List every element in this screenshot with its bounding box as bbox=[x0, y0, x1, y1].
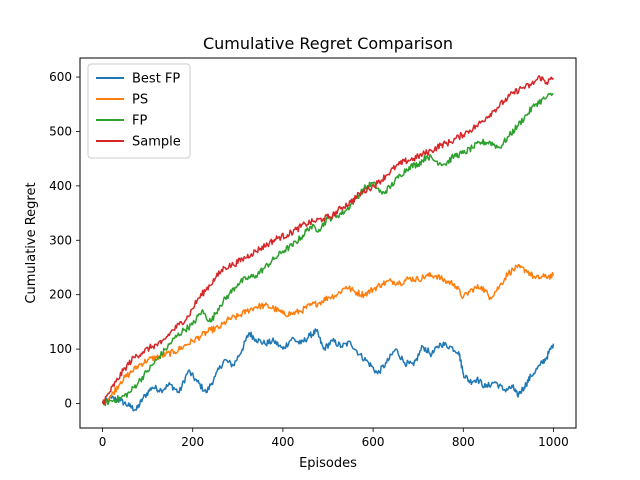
series-line-0 bbox=[101, 328, 555, 412]
x-tick-label-3: 600 bbox=[362, 435, 385, 449]
x-tick-label-5: 1000 bbox=[538, 435, 569, 449]
x-tick-label-4: 800 bbox=[452, 435, 475, 449]
y-axis-label: Cumulative Regret bbox=[24, 182, 39, 303]
plot-lines bbox=[101, 74, 555, 412]
x-tick-label-0: 0 bbox=[99, 435, 107, 449]
series-line-1 bbox=[101, 263, 555, 406]
y-tick-label-6: 600 bbox=[49, 70, 72, 84]
y-tick-label-1: 100 bbox=[49, 342, 72, 356]
legend-label-1: PS bbox=[132, 93, 148, 108]
series-line-3 bbox=[101, 74, 555, 406]
y-tick-label-5: 500 bbox=[49, 124, 72, 138]
legend-box bbox=[87, 63, 191, 159]
y-axis: 0 100 200 300 400 500 600 bbox=[49, 70, 80, 411]
series-line-2 bbox=[101, 92, 554, 407]
x-axis-label: Episodes bbox=[299, 456, 357, 471]
y-tick-label-0: 0 bbox=[64, 397, 72, 411]
x-tick-label-1: 200 bbox=[181, 435, 204, 449]
legend-label-2: FP bbox=[132, 114, 147, 129]
y-tick-label-2: 200 bbox=[49, 288, 72, 302]
legend-label-3: Sample bbox=[132, 135, 181, 150]
y-tick-label-3: 300 bbox=[49, 233, 72, 247]
legend-label-0: Best FP bbox=[132, 72, 180, 87]
chart-title: Cumulative Regret Comparison bbox=[203, 34, 453, 53]
x-tick-label-2: 400 bbox=[271, 435, 294, 449]
x-axis: 0 200 400 600 800 1000 bbox=[99, 428, 569, 449]
legend: Best FP PS FP Sample bbox=[87, 63, 191, 159]
plot-frame bbox=[79, 57, 577, 429]
y-tick-label-4: 400 bbox=[49, 179, 72, 193]
